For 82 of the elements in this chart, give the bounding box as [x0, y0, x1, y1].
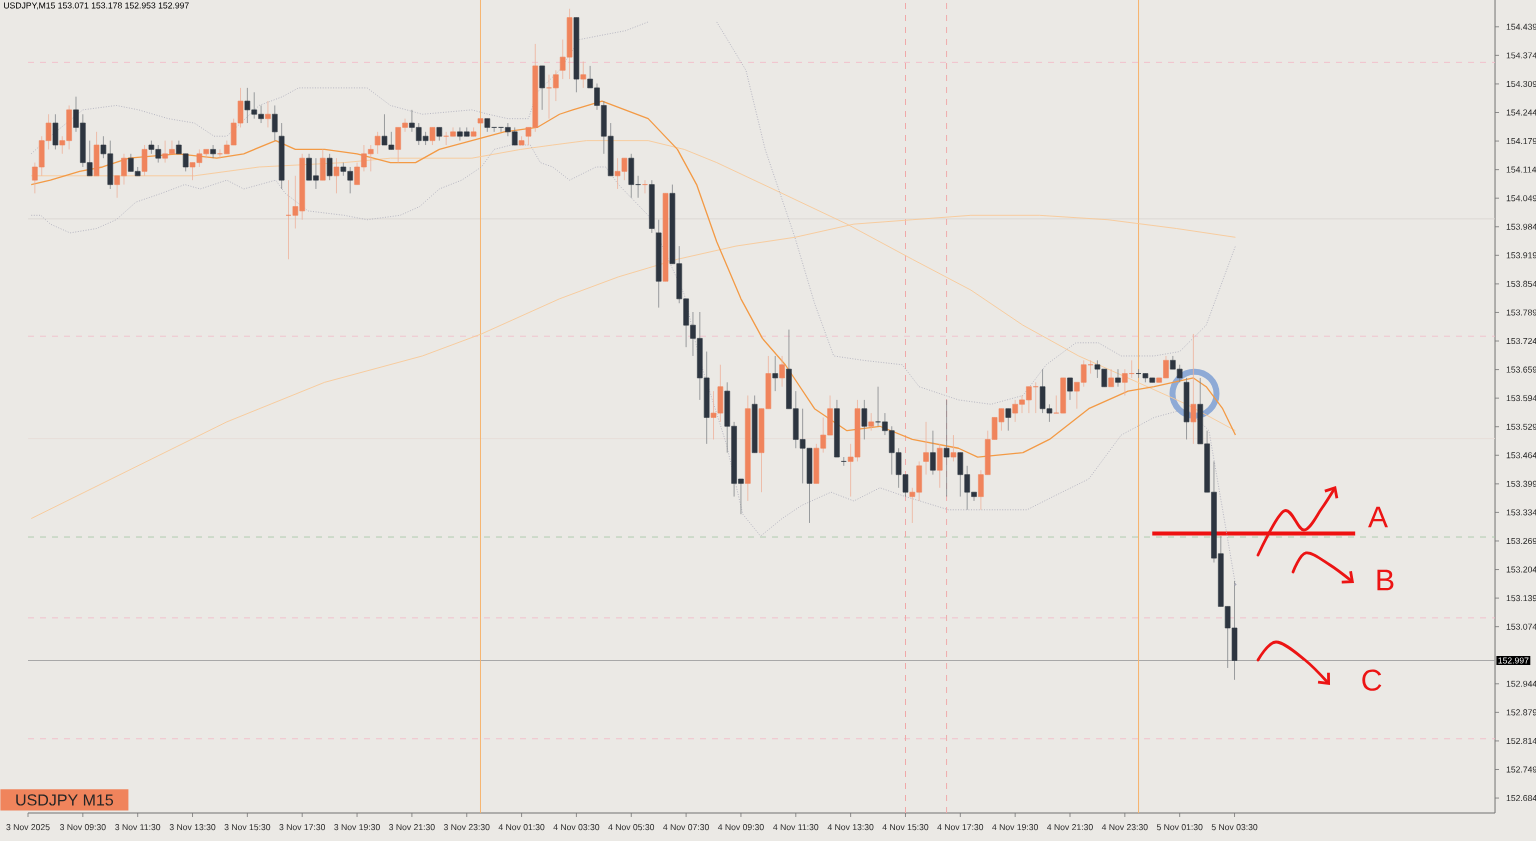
- annotation: USDJPY M15: [16, 794, 114, 806]
- candlestick: [141, 144, 148, 177]
- candlestick: [943, 399, 950, 497]
- annotation: C: [1362, 669, 1382, 691]
- x-tick-label: 5 Nov 03:30: [1211, 824, 1258, 831]
- y-tick-label: 153.139: [1506, 595, 1536, 602]
- y-tick-label: 152.749: [1506, 766, 1536, 773]
- candlestick: [936, 443, 943, 489]
- candlestick: [326, 153, 333, 181]
- y-tick-label: 154.374: [1506, 52, 1536, 59]
- candlestick: [580, 61, 587, 89]
- x-tick-label: 4 Nov 17:30: [937, 824, 984, 831]
- candlestick: [1190, 333, 1197, 445]
- candlestick: [930, 430, 936, 476]
- candlestick: [374, 131, 381, 155]
- candlestick: [772, 355, 778, 392]
- y-tick-label: 153.269: [1506, 537, 1536, 545]
- candlestick: [779, 355, 785, 388]
- x-tick-label: 4 Nov 03:30: [553, 824, 600, 831]
- candlestick: [546, 74, 552, 120]
- y-tick-label: 153.334: [1506, 509, 1536, 516]
- x-tick-label: 4 Nov 11:30: [773, 824, 819, 831]
- y-tick-label: 153.529: [1506, 423, 1536, 430]
- x-tick-label: 5 Nov 01:30: [1156, 824, 1203, 831]
- y-tick-label: 152.814: [1506, 737, 1536, 744]
- y-tick-label: 154.439: [1506, 23, 1536, 30]
- x-tick-label: 4 Nov 21:30: [1047, 824, 1093, 831]
- x-tick-label: 4 Nov 01:30: [498, 824, 545, 831]
- x-tick-label: 4 Nov 19:30: [992, 824, 1038, 831]
- candlestick: [320, 149, 326, 181]
- candlestick: [553, 69, 559, 102]
- y-tick-label: 153.984: [1506, 223, 1536, 230]
- x-tick-label: 3 Nov 11:30: [115, 824, 161, 831]
- candlestick: [272, 105, 278, 142]
- candlestick: [265, 100, 271, 128]
- y-tick-label: 153.594: [1506, 395, 1536, 402]
- x-tick-label: 3 Nov 23:30: [443, 824, 490, 831]
- x-tick-label: 3 Nov 2025: [6, 824, 50, 831]
- y-tick-label: 153.724: [1506, 337, 1536, 345]
- candlestick: [1108, 368, 1114, 388]
- y-tick-label: 154.309: [1506, 80, 1536, 87]
- candlestick: [861, 399, 868, 440]
- y-tick-label: 154.179: [1506, 138, 1536, 145]
- candlestick: [1005, 408, 1012, 432]
- candlestick: [1067, 377, 1073, 401]
- y-tick-label: 153.659: [1506, 366, 1536, 373]
- x-tick-label: 3 Nov 15:30: [224, 824, 271, 831]
- y-tick-label: 152.879: [1506, 709, 1536, 716]
- y-tick-label: 152.684: [1506, 795, 1536, 802]
- x-tick-label: 3 Nov 13:30: [169, 824, 216, 831]
- y-tick-label: 154.114: [1506, 166, 1536, 173]
- y-tick-label: 152.944: [1506, 680, 1536, 687]
- annotation: B: [1377, 569, 1394, 591]
- y-tick-label: 153.399: [1506, 480, 1536, 487]
- y-tick-label: 153.919: [1506, 252, 1536, 259]
- x-tick-label: 3 Nov 09:30: [59, 824, 106, 831]
- candlestick: [1115, 368, 1121, 388]
- annotation: A: [1368, 506, 1388, 528]
- y-tick-label: 154.244: [1506, 109, 1536, 116]
- candlestick: [923, 421, 929, 476]
- x-tick-label: 4 Nov 15:30: [882, 824, 929, 831]
- ref-line-label: 152.997: [1498, 657, 1529, 664]
- y-tick-label: 154.049: [1506, 195, 1536, 202]
- y-tick-label: 153.464: [1506, 452, 1536, 459]
- x-tick-label: 3 Nov 17:30: [279, 824, 326, 831]
- x-tick-label: 4 Nov 13:30: [827, 824, 874, 831]
- candlestick: [210, 144, 216, 159]
- y-tick-label: 153.789: [1506, 309, 1536, 316]
- chart-title: USDJPY,M15 153.071 153.178 152.953 152.997: [4, 2, 189, 10]
- x-tick-label: 4 Nov 07:30: [663, 824, 709, 831]
- candlestick: [950, 434, 957, 462]
- x-tick-label: 3 Nov 19:30: [334, 824, 380, 831]
- x-tick-label: 4 Nov 23:30: [1101, 824, 1148, 831]
- candlestick: [52, 113, 59, 150]
- candlestick: [539, 65, 545, 111]
- y-tick-label: 153.854: [1506, 280, 1536, 287]
- x-tick-label: 4 Nov 05:30: [608, 824, 655, 831]
- y-tick-label: 153.204: [1506, 566, 1536, 573]
- x-tick-label: 4 Nov 09:30: [717, 824, 764, 831]
- candlestick: [333, 157, 340, 194]
- x-tick-label: 3 Nov 21:30: [389, 824, 435, 831]
- y-tick-label: 153.074: [1506, 623, 1536, 630]
